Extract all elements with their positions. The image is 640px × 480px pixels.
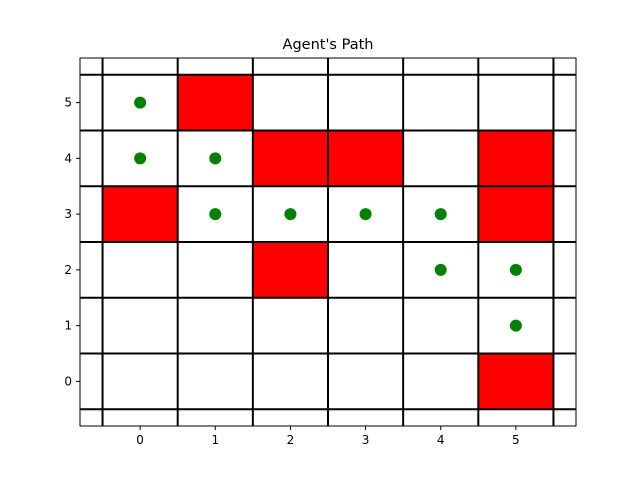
y-tick-label: 5 <box>64 96 72 110</box>
obstacle-cell-7 <box>478 353 554 410</box>
x-tick-label: 0 <box>136 433 144 447</box>
path-point-4 <box>284 208 297 221</box>
obstacle-cell-1 <box>252 130 328 187</box>
x-tick-label: 1 <box>211 433 219 447</box>
x-tick-label: 3 <box>362 433 370 447</box>
y-tick-label: 0 <box>64 374 72 388</box>
obstacle-cell-0 <box>177 74 253 131</box>
path-point-7 <box>434 263 447 276</box>
path-point-9 <box>509 319 522 332</box>
x-tick-label: 2 <box>287 433 295 447</box>
axes-frame <box>79 57 577 427</box>
x-tick-label: 5 <box>512 433 520 447</box>
obstacle-cell-4 <box>102 186 178 242</box>
y-tick-label: 4 <box>64 151 72 165</box>
obstacle-cell-2 <box>328 130 404 187</box>
y-tick-label: 1 <box>64 319 72 333</box>
y-tick-label: 2 <box>64 263 72 277</box>
plot-area: 0 1 2 3 4 5 0 1 2 3 4 5 <box>64 57 577 447</box>
path-point-8 <box>509 263 522 276</box>
path-point-6 <box>434 208 447 221</box>
path-point-5 <box>359 208 372 221</box>
chart-title: Agent's Path <box>283 37 374 53</box>
path-point-0 <box>134 96 147 109</box>
path-point-1 <box>134 152 147 165</box>
obstacle-cell-3 <box>478 130 554 187</box>
x-tick-label: 4 <box>437 433 445 447</box>
obstacle-cell-5 <box>478 186 554 242</box>
path-point-2 <box>209 152 222 165</box>
obstacle-cell-6 <box>252 242 328 298</box>
y-tick-label: 3 <box>64 207 72 221</box>
path-point-3 <box>209 208 222 221</box>
